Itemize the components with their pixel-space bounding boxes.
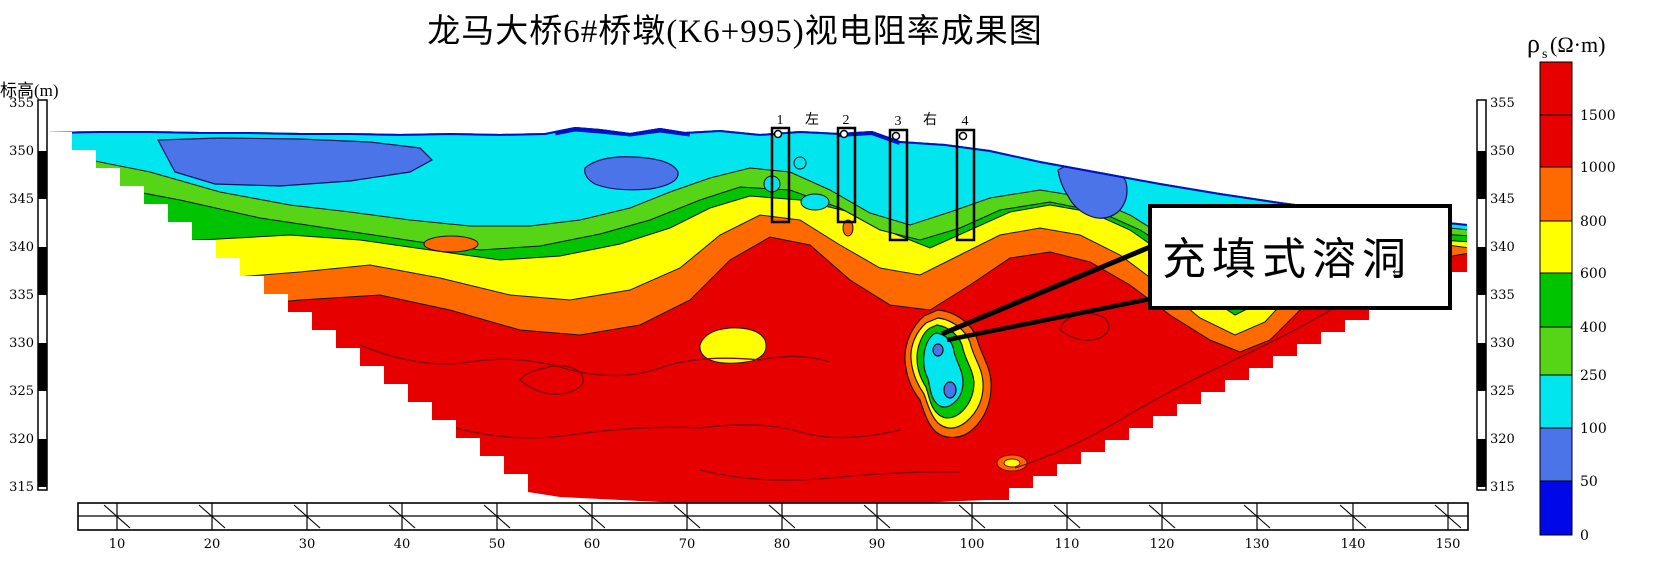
legend-swatch-5	[1539, 326, 1573, 376]
pile-label-left: 左	[805, 112, 819, 128]
legend-label-400: 400	[1580, 320, 1607, 336]
callout-leader-upper	[941, 244, 1151, 337]
pile-markers	[770, 126, 976, 242]
right-tick-325: 325	[1490, 384, 1515, 399]
right-tick-335: 335	[1490, 288, 1515, 303]
distance-ruler-labels: 10 20 30 40 50 60 70 80 90 100 110 120 1…	[109, 537, 1461, 552]
ruler-label-110: 110	[1055, 537, 1080, 552]
pile-label-2: 2	[843, 113, 850, 128]
legend-title-sub: s	[1542, 47, 1547, 62]
pile-2-top-circle	[839, 129, 849, 139]
ruler-label-100: 100	[960, 537, 985, 552]
legend-label-1000: 1000	[1580, 160, 1616, 176]
pile-label-1: 1	[777, 113, 784, 128]
legend-label-600: 600	[1580, 266, 1607, 282]
legend-label-250: 250	[1580, 368, 1607, 384]
legend-label-800: 800	[1580, 214, 1607, 230]
left-tick-325: 325	[9, 384, 34, 399]
distance-ruler	[77, 502, 1469, 531]
orange-lens	[423, 235, 479, 253]
pile-1-top-circle	[773, 129, 783, 139]
low-resistivity-pockets	[157, 137, 1128, 219]
pile-1-outline	[770, 126, 791, 224]
ruler-label-50: 50	[489, 537, 506, 552]
pile-3-outline	[888, 128, 909, 242]
pile-label-3: 3	[895, 114, 902, 129]
orange-dot	[842, 219, 854, 237]
left-elevation-bar	[37, 99, 48, 491]
figure-title: 龙马大桥6#桥墩(K6+995)视电阻率成果图	[427, 13, 1042, 50]
legend-colorbar	[1539, 61, 1573, 536]
ruler-label-120: 120	[1150, 537, 1175, 552]
legend-title-unit: (Ω·m)	[1550, 32, 1605, 57]
legend-swatch-6	[1539, 374, 1573, 429]
legend-label-1500: 1500	[1580, 108, 1616, 124]
ruler-label-10: 10	[109, 537, 126, 552]
pile-4-top-circle	[958, 131, 968, 141]
pile-labels: 1 左 2 3 右 4	[777, 112, 969, 129]
karst-annotation-callout: 充填式溶洞 ↵	[941, 204, 1452, 343]
left-tick-345: 345	[9, 192, 34, 207]
legend-title-rho: ρ	[1527, 29, 1540, 58]
ruler-label-80: 80	[774, 537, 791, 552]
bottom-mini-anomaly	[996, 454, 1028, 472]
annotation-text: 充填式溶洞	[1162, 235, 1412, 284]
ruler-label-130: 130	[1245, 537, 1270, 552]
right-tick-355: 355	[1490, 96, 1515, 111]
ruler-label-70: 70	[679, 537, 696, 552]
left-tick-315: 315	[9, 480, 34, 495]
ruler-slashes	[103, 504, 1462, 529]
right-tick-350: 350	[1490, 144, 1515, 159]
ruler-label-140: 140	[1341, 537, 1366, 552]
right-elevation-ticks: 355 350 345 340 335 330 325 320 315	[1490, 96, 1515, 495]
pile-label-right: 右	[923, 112, 937, 128]
left-tick-340: 340	[9, 240, 34, 255]
right-elevation-bar	[1476, 99, 1487, 491]
left-tick-355: 355	[9, 96, 34, 111]
legend-label-0: 0	[1580, 528, 1589, 544]
pile-label-4: 4	[962, 114, 969, 129]
elevation-axis-title: 标高(m)	[0, 81, 59, 100]
pile-2-outline	[836, 126, 857, 224]
ruler-label-40: 40	[394, 537, 411, 552]
callout-leader-lower	[946, 296, 1151, 343]
legend-labels: 1500 1000 800 600 400 250 100 50 0	[1580, 108, 1616, 544]
legend-swatch-7	[1539, 427, 1573, 482]
right-tick-345: 345	[1490, 192, 1515, 207]
right-tick-340: 340	[1490, 240, 1515, 255]
right-tick-320: 320	[1490, 432, 1515, 447]
left-tick-320: 320	[9, 432, 34, 447]
ruler-label-90: 90	[869, 537, 886, 552]
legend: ρ s (Ω·m) 1500 1000 800 600 400 250 100 …	[1527, 29, 1616, 544]
return-mark: ↵	[1390, 263, 1403, 280]
legend-swatch-4	[1539, 272, 1573, 328]
legend-label-50: 50	[1580, 474, 1598, 490]
legend-label-100: 100	[1580, 421, 1607, 437]
legend-swatch-1	[1539, 114, 1573, 168]
ruler-label-60: 60	[584, 537, 601, 552]
legend-swatch-3	[1539, 220, 1573, 274]
left-tick-330: 330	[9, 336, 34, 351]
left-tick-335: 335	[9, 288, 34, 303]
right-tick-330: 330	[1490, 336, 1515, 351]
left-tick-350: 350	[9, 144, 34, 159]
right-tick-315: 315	[1490, 480, 1515, 495]
legend-swatch-2	[1539, 166, 1573, 222]
ruler-label-30: 30	[299, 537, 316, 552]
pile-4-outline	[955, 128, 976, 242]
legend-swatch-0	[1539, 61, 1573, 116]
pile-3-top-circle	[891, 131, 901, 141]
legend-swatch-8	[1539, 480, 1573, 536]
left-elevation-ticks: 355 350 345 340 335 330 325 320 315	[9, 96, 34, 495]
ruler-label-20: 20	[204, 537, 221, 552]
karst-cave-anomaly	[904, 309, 992, 438]
annotation-box	[1148, 204, 1452, 310]
ruler-label-150: 150	[1436, 537, 1461, 552]
